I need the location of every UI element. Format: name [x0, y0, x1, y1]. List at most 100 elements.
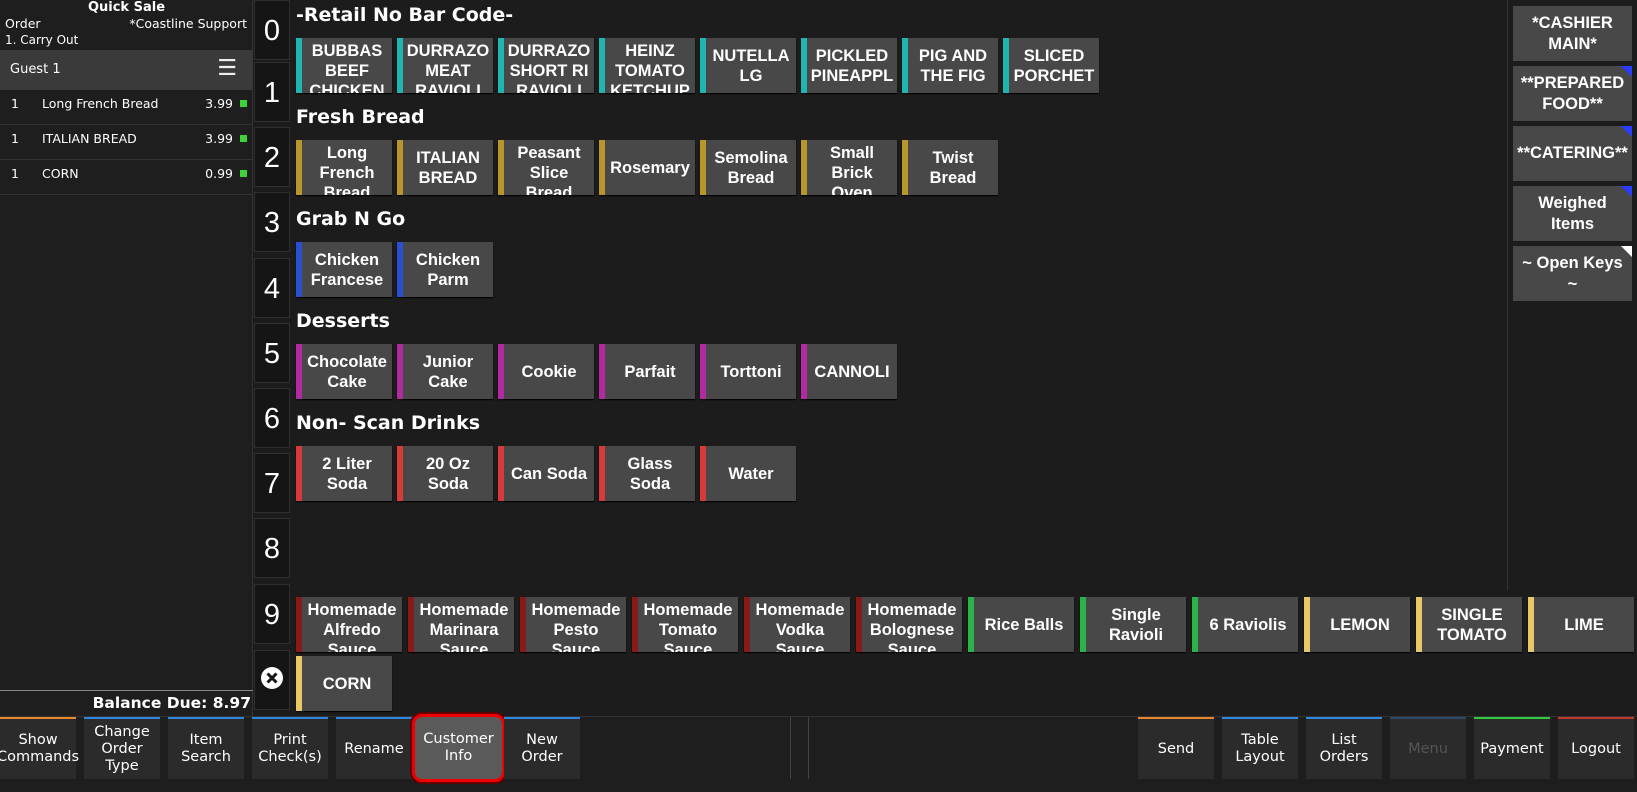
menu-item-label: Water [728, 464, 774, 483]
right-menu-open-keys[interactable]: ~ Open Keys ~ [1513, 246, 1632, 301]
quick-item-label: Homemade Tomato Sauce [643, 601, 733, 652]
menu-item-rosemary[interactable]: Rosemary [599, 140, 695, 195]
menu-item-label: Glass Soda [627, 454, 673, 493]
menu-item-label: DURRAZO SHORT RI RAVIOLI [507, 42, 591, 93]
number-key-0[interactable]: 0 [254, 0, 290, 60]
menu-item-label: Peasant Slice Bread [517, 144, 581, 195]
menu-item-long-french-bread[interactable]: Long French Bread [296, 140, 392, 195]
number-key-8[interactable]: 8 [254, 518, 290, 578]
number-key-3[interactable]: 3 [254, 192, 290, 252]
menu-item-label: 20 Oz Soda [425, 454, 471, 493]
item-price: 0.99 [205, 166, 233, 181]
menu-item-cannoli[interactable]: CANNOLI [801, 344, 897, 399]
status-indicator [240, 170, 247, 177]
menu-item-small-brick-oven[interactable]: Small Brick Oven [801, 140, 897, 195]
menu-item-heinz-tomato-ketchup[interactable]: HEINZ TOMATO KETCHUP [599, 38, 695, 93]
menu-item-label: Long French Bread [319, 144, 375, 195]
quick-item-homemade-vodka-sauce[interactable]: Homemade Vodka Sauce [744, 597, 850, 652]
menu-item-label: Parfait [624, 362, 676, 381]
logout-button[interactable]: Logout [1558, 717, 1634, 779]
quick-item-label: LIME [1564, 615, 1604, 634]
guest-header[interactable]: Guest 1 ☰ [0, 50, 253, 90]
menu-item-peasant-slice-bread[interactable]: Peasant Slice Bread [498, 140, 594, 195]
list-item[interactable]: 1 ITALIAN BREAD 3.99 [0, 125, 253, 160]
number-key-2[interactable]: 2 [254, 127, 290, 187]
menu-item-chicken-parm[interactable]: Chicken Parm [397, 242, 493, 297]
quick-item-single-ravioli[interactable]: Single Ravioli [1080, 597, 1186, 652]
right-menu-cashier-main[interactable]: *CASHIER MAIN* [1513, 6, 1632, 61]
number-key-5[interactable]: 5 [254, 323, 290, 383]
quick-item-lime[interactable]: LIME [1528, 597, 1634, 652]
quick-item-single-tomato[interactable]: SINGLE TOMATO [1416, 597, 1522, 652]
menu-item-label: Twist Bread [929, 148, 977, 187]
menu-item-label: Semolina Bread [714, 148, 788, 187]
quick-item-label: Single Ravioli [1108, 605, 1164, 644]
new-order-button[interactable]: New Order [504, 717, 580, 779]
corner-indicator-icon [1621, 186, 1632, 197]
quick-item-homemade-tomato-sauce[interactable]: Homemade Tomato Sauce [632, 597, 738, 652]
number-key-6[interactable]: 6 [254, 388, 290, 448]
customer-info-button[interactable]: Customer Info [412, 714, 505, 782]
list-orders-button[interactable]: List Orders [1306, 717, 1382, 779]
quick-item-homemade-marinara-sauce[interactable]: Homemade Marinara Sauce [408, 597, 514, 652]
menu-item-sliced-porchet[interactable]: SLICED PORCHET [1003, 38, 1099, 93]
menu-item-twist-bread[interactable]: Twist Bread [902, 140, 998, 195]
menu-item-nutella-lg[interactable]: NUTELLA LG [700, 38, 796, 93]
menu-item-label: ITALIAN BREAD [416, 148, 480, 187]
change-order-type-button[interactable]: Change Order Type [84, 717, 160, 779]
menu-item-glass-soda[interactable]: Glass Soda [599, 446, 695, 501]
menu-item-torttoni[interactable]: Torttoni [700, 344, 796, 399]
menu-item-bubbas-beef-chicken[interactable]: BUBBAS BEEF CHICKEN [296, 38, 392, 93]
quick-item-label: Rice Balls [984, 615, 1064, 634]
quick-item-lemon[interactable]: LEMON [1304, 597, 1410, 652]
category-title: Fresh Bread [296, 106, 425, 128]
quick-item-corn[interactable]: CORN [296, 656, 392, 711]
item-qty: 1 [11, 131, 19, 146]
show-commands-button[interactable]: Show Commands [0, 717, 79, 779]
corner-indicator-icon [1621, 246, 1632, 257]
number-key-1[interactable]: 1 [254, 62, 290, 122]
menu-item-pig-and-the-fig[interactable]: PIG AND THE FIG [902, 38, 998, 93]
number-key-9[interactable]: 9 [254, 584, 290, 644]
table-layout-button[interactable]: Table Layout [1222, 717, 1298, 779]
right-menu-weighed-items[interactable]: Weighed Items [1513, 186, 1632, 241]
menu-item-italian-bread[interactable]: ITALIAN BREAD [397, 140, 493, 195]
menu-item-water[interactable]: Water [700, 446, 796, 501]
menu-item-durrazo-meat-ravioli[interactable]: DURRAZO MEAT RAVIOLI [397, 38, 493, 93]
menu-item-junior-cake[interactable]: Junior Cake [397, 344, 493, 399]
quick-item-rice-balls[interactable]: Rice Balls [968, 597, 1074, 652]
menu-item-durrazo-short-ri-ravioli[interactable]: DURRAZO SHORT RI RAVIOLI [498, 38, 594, 93]
category-title: Grab N Go [296, 208, 406, 230]
send-button[interactable]: Send [1138, 717, 1214, 779]
menu-item-20-oz-soda[interactable]: 20 Oz Soda [397, 446, 493, 501]
menu-item-can-soda[interactable]: Can Soda [498, 446, 594, 501]
quick-item-label: LEMON [1330, 615, 1390, 634]
right-menu-catering[interactable]: **CATERING** [1513, 126, 1632, 181]
right-menu-prepared-food[interactable]: **PREPARED FOOD** [1513, 66, 1632, 121]
quick-item-label: SINGLE TOMATO [1437, 605, 1507, 644]
menu-item-chocolate-cake[interactable]: Chocolate Cake [296, 344, 392, 399]
rename-button[interactable]: Rename [336, 717, 412, 779]
print-check-s-button[interactable]: Print Check(s) [252, 717, 328, 779]
menu-item-2-liter-soda[interactable]: 2 Liter Soda [296, 446, 392, 501]
quick-item-homemade-pesto-sauce[interactable]: Homemade Pesto Sauce [520, 597, 626, 652]
number-key-7[interactable]: 7 [254, 453, 290, 513]
quick-item-6-raviolis[interactable]: 6 Raviolis [1192, 597, 1298, 652]
status-indicator [240, 135, 247, 142]
quick-item-homemade-alfredo-sauce[interactable]: Homemade Alfredo Sauce [296, 597, 402, 652]
list-item[interactable]: 1 Long French Bread 3.99 [0, 90, 253, 125]
menu-item-chicken-francese[interactable]: Chicken Francese [296, 242, 392, 297]
hamburger-icon[interactable]: ☰ [217, 56, 237, 81]
item-search-button[interactable]: Item Search [168, 717, 244, 779]
payment-button[interactable]: Payment [1474, 717, 1550, 779]
bottom-toolbar: Show Commands Change Order Type Item Searc… [0, 714, 1637, 792]
list-item[interactable]: 1 CORN 0.99 [0, 160, 253, 195]
menu-item-parfait[interactable]: Parfait [599, 344, 695, 399]
menu-item-semolina-bread[interactable]: Semolina Bread [700, 140, 796, 195]
clear-key[interactable] [254, 650, 290, 710]
number-key-4[interactable]: 4 [254, 258, 290, 318]
menu-item-cookie[interactable]: Cookie [498, 344, 594, 399]
quick-item-homemade-bolognese-sauce[interactable]: Homemade Bolognese Sauce [856, 597, 962, 652]
menu-item-pickled-pineappl[interactable]: PICKLED PINEAPPL [801, 38, 897, 93]
